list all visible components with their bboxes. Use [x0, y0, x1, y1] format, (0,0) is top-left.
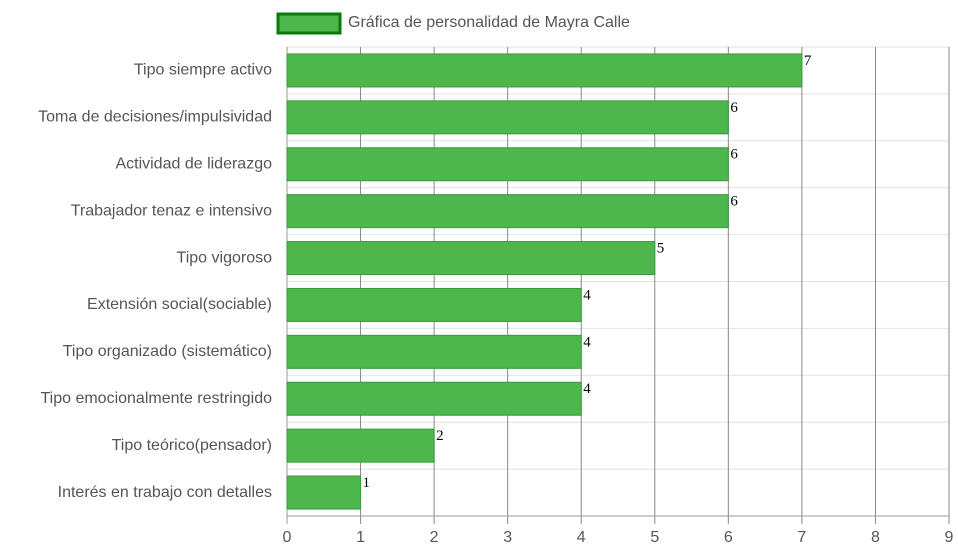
x-tick-label: 5: [650, 529, 659, 546]
bar: [286, 287, 582, 322]
legend-swatch: [276, 12, 342, 35]
data-label: 4: [583, 381, 591, 397]
x-tick-label: 3: [503, 529, 512, 546]
data-label: 5: [657, 240, 665, 256]
data-label: 2: [436, 428, 444, 444]
bar: [286, 381, 582, 416]
y-tick-label: Toma de decisiones/impulsividad: [38, 109, 272, 126]
x-tick-label: 8: [871, 529, 880, 546]
data-label: 7: [804, 53, 812, 69]
x-tick-label: 7: [797, 529, 806, 546]
bar: [286, 100, 729, 135]
y-tick-label: Tipo teórico(pensador): [112, 437, 272, 454]
x-tick-label: 6: [724, 529, 733, 546]
x-tick-label: 1: [356, 529, 365, 546]
y-tick-label: Tipo emocionalmente restringido: [40, 390, 272, 407]
legend-label: Gráfica de personalidad de Mayra Calle: [348, 14, 630, 31]
y-tick-label: Actividad de liderazgo: [115, 155, 272, 172]
bar: [286, 475, 362, 510]
bar: [286, 241, 656, 276]
bar: [286, 334, 582, 369]
y-tick-label: Tipo organizado (sistemático): [63, 343, 272, 360]
data-label: 6: [730, 100, 738, 116]
y-tick-label: Tipo siempre activo: [134, 62, 272, 79]
x-tick-label: 4: [577, 529, 586, 546]
bar: [286, 194, 729, 229]
bar: [286, 53, 803, 88]
bar: [286, 147, 729, 182]
x-tick-label: 2: [430, 529, 439, 546]
x-tick-label: 0: [283, 529, 292, 546]
x-tick-label: 9: [945, 529, 954, 546]
data-label: 4: [583, 287, 591, 303]
y-tick-label: Tipo vigoroso: [177, 249, 273, 266]
data-label: 1: [363, 475, 371, 491]
bar: [286, 428, 435, 463]
data-label: 6: [730, 194, 738, 210]
y-tick-label: Interés en trabajo con detalles: [58, 484, 272, 501]
data-label: 6: [730, 147, 738, 163]
y-tick-label: Extensión social(sociable): [87, 296, 272, 313]
data-label: 4: [583, 334, 591, 350]
y-tick-label: Trabajador tenaz e intensivo: [71, 202, 272, 219]
